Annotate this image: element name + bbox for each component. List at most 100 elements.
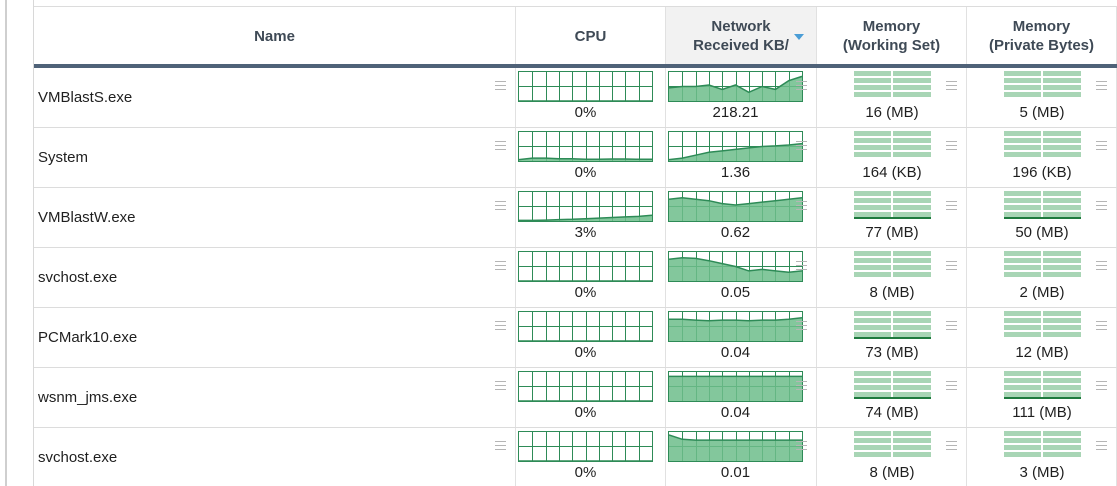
process-name-cell[interactable]: System (34, 128, 516, 187)
cpu-sparkline (519, 132, 652, 161)
working-set-bar (854, 71, 931, 99)
cell-menu-icon[interactable] (1096, 261, 1107, 270)
working-set-cell[interactable]: 16 (MB) (817, 68, 967, 127)
header-separator-bar (34, 64, 1117, 68)
cpu-value: 0% (574, 464, 597, 481)
private-bytes-cell[interactable]: 111 (MB) (967, 368, 1117, 427)
network-sparkline (669, 192, 802, 221)
sort-descending-icon (794, 34, 804, 40)
cell-menu-icon[interactable] (495, 261, 506, 270)
working-set-bar (854, 311, 931, 339)
cpu-cell[interactable]: 0% (516, 368, 666, 427)
cell-menu-icon[interactable] (1096, 81, 1107, 90)
network-received-cell[interactable]: 0.04 (666, 308, 817, 367)
private-bytes-cell[interactable]: 5 (MB) (967, 68, 1117, 127)
working-set-bar (854, 371, 931, 399)
working-set-value: 77 (MB) (865, 224, 919, 241)
table-row[interactable]: System 0% 1.36 164 (KB) 196 (KB) (34, 128, 1117, 188)
private-bytes-cell[interactable]: 196 (KB) (967, 128, 1117, 187)
cpu-cell[interactable]: 0% (516, 128, 666, 187)
cpu-value: 0% (574, 104, 597, 121)
cpu-cell[interactable]: 3% (516, 188, 666, 247)
cell-menu-icon[interactable] (495, 201, 506, 210)
cell-menu-icon[interactable] (796, 261, 807, 270)
working-set-cell[interactable]: 74 (MB) (817, 368, 967, 427)
network-sparkline (669, 312, 802, 341)
table-row[interactable]: VMBlastW.exe 3% 0.62 77 (MB) 50 (MB) (34, 188, 1117, 248)
network-received-cell[interactable]: 0.01 (666, 428, 817, 486)
private-bytes-value: 111 (MB) (1012, 404, 1072, 421)
cell-menu-icon[interactable] (1096, 321, 1107, 330)
cell-menu-icon[interactable] (495, 141, 506, 150)
process-name-cell[interactable]: VMBlastW.exe (34, 188, 516, 247)
network-received-value: 0.01 (720, 464, 751, 481)
column-header-name[interactable]: Name (34, 7, 516, 65)
cpu-cell[interactable]: 0% (516, 308, 666, 367)
private-bytes-cell[interactable]: 3 (MB) (967, 428, 1117, 486)
private-bytes-cell[interactable]: 12 (MB) (967, 308, 1117, 367)
cell-menu-icon[interactable] (796, 201, 807, 210)
graph-line (669, 434, 802, 441)
cpu-cell[interactable]: 0% (516, 68, 666, 127)
process-name-cell[interactable]: svchost.exe (34, 428, 516, 486)
cell-menu-icon[interactable] (796, 441, 807, 450)
network-received-cell[interactable]: 0.04 (666, 368, 817, 427)
table-row[interactable]: svchost.exe 0% 0.05 8 (MB) 2 (MB) (34, 248, 1117, 308)
process-name-cell[interactable]: svchost.exe (34, 248, 516, 307)
network-received-value: 1.36 (720, 164, 751, 181)
cell-menu-icon[interactable] (796, 381, 807, 390)
memory-bar-divider (1041, 431, 1043, 459)
process-name-cell[interactable]: VMBlastS.exe (34, 68, 516, 127)
memory-bar-divider (891, 191, 893, 219)
cell-menu-icon[interactable] (796, 321, 807, 330)
table-row[interactable]: PCMark10.exe 0% 0.04 73 (MB) 12 (MB) (34, 308, 1117, 368)
table-row[interactable]: wsnm_jms.exe 0% 0.04 74 (MB) 111 (MB) (34, 368, 1117, 428)
cell-menu-icon[interactable] (495, 441, 506, 450)
cell-menu-icon[interactable] (495, 381, 506, 390)
private-bytes-cell[interactable]: 50 (MB) (967, 188, 1117, 247)
cpu-cell[interactable]: 0% (516, 428, 666, 486)
working-set-cell[interactable]: 8 (MB) (817, 248, 967, 307)
cell-menu-icon[interactable] (1096, 381, 1107, 390)
memory-level-indicator (854, 397, 931, 399)
cell-menu-icon[interactable] (946, 81, 957, 90)
cell-menu-icon[interactable] (796, 141, 807, 150)
network-received-cell[interactable]: 218.21 (666, 68, 817, 127)
cpu-cell[interactable]: 0% (516, 248, 666, 307)
cell-menu-icon[interactable] (495, 81, 506, 90)
working-set-cell[interactable]: 77 (MB) (817, 188, 967, 247)
memory-bar-divider (891, 251, 893, 279)
cell-menu-icon[interactable] (495, 321, 506, 330)
column-header-network-received[interactable]: Network Received KB/ (666, 7, 817, 65)
table-row[interactable]: VMBlastS.exe 0% 218.21 16 (MB) 5 (MB) (34, 68, 1117, 128)
cpu-value: 0% (574, 404, 597, 421)
working-set-cell[interactable]: 8 (MB) (817, 428, 967, 486)
column-header-cpu[interactable]: CPU (516, 7, 666, 65)
cell-menu-icon[interactable] (946, 261, 957, 270)
cell-menu-icon[interactable] (946, 141, 957, 150)
working-set-value: 164 (KB) (862, 164, 922, 181)
memory-level-indicator (1004, 217, 1081, 219)
cpu-graph (518, 251, 653, 282)
column-header-working-set[interactable]: Memory (Working Set) (817, 7, 967, 65)
column-header-private-bytes[interactable]: Memory (Private Bytes) (967, 7, 1117, 65)
process-name-cell[interactable]: wsnm_jms.exe (34, 368, 516, 427)
cell-menu-icon[interactable] (796, 81, 807, 90)
graph-area (669, 434, 802, 461)
working-set-cell[interactable]: 164 (KB) (817, 128, 967, 187)
network-sparkline (669, 72, 802, 101)
cell-menu-icon[interactable] (1096, 201, 1107, 210)
cell-menu-icon[interactable] (946, 201, 957, 210)
network-received-cell[interactable]: 0.62 (666, 188, 817, 247)
cell-menu-icon[interactable] (1096, 441, 1107, 450)
cell-menu-icon[interactable] (946, 321, 957, 330)
network-received-cell[interactable]: 1.36 (666, 128, 817, 187)
cell-menu-icon[interactable] (946, 441, 957, 450)
process-name-cell[interactable]: PCMark10.exe (34, 308, 516, 367)
table-row[interactable]: svchost.exe 0% 0.01 8 (MB) 3 (MB) (34, 428, 1117, 486)
cell-menu-icon[interactable] (946, 381, 957, 390)
private-bytes-cell[interactable]: 2 (MB) (967, 248, 1117, 307)
working-set-cell[interactable]: 73 (MB) (817, 308, 967, 367)
cell-menu-icon[interactable] (1096, 141, 1107, 150)
network-received-cell[interactable]: 0.05 (666, 248, 817, 307)
